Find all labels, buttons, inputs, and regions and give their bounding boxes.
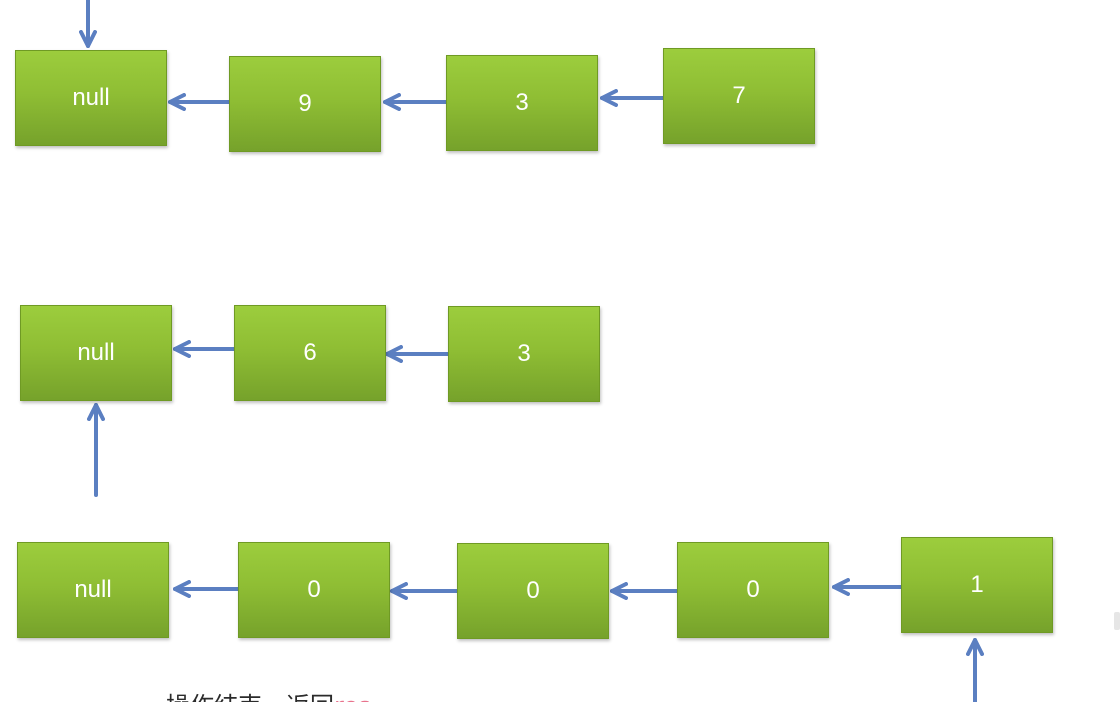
node-label: null (72, 84, 110, 111)
node-label: 3 (515, 89, 529, 116)
list-node: null (15, 50, 167, 146)
caption-highlight: res (334, 692, 371, 702)
caption-text: 操作结束，返回 (166, 692, 334, 702)
list-node: 6 (234, 305, 386, 401)
list-node: 1 (901, 537, 1053, 633)
node-label: null (77, 339, 115, 366)
list-node: null (17, 542, 169, 638)
node-label: 3 (517, 340, 531, 367)
edge-fragment (1114, 612, 1120, 630)
list-node: null (20, 305, 172, 401)
node-label: 6 (303, 339, 317, 366)
node-label: 0 (526, 577, 540, 604)
caption: 操作结束，返回res (166, 686, 371, 702)
list-node: 3 (446, 55, 598, 151)
node-label: 0 (746, 576, 760, 603)
list-node: 0 (677, 542, 829, 638)
node-label: null (74, 576, 112, 603)
node-label: 9 (298, 90, 312, 117)
list-node: 3 (448, 306, 600, 402)
list-node: 7 (663, 48, 815, 144)
node-label: 7 (732, 82, 746, 109)
node-label: 1 (970, 571, 984, 598)
list-node: 9 (229, 56, 381, 152)
list-node: 0 (457, 543, 609, 639)
node-label: 0 (307, 576, 321, 603)
list-node: 0 (238, 542, 390, 638)
